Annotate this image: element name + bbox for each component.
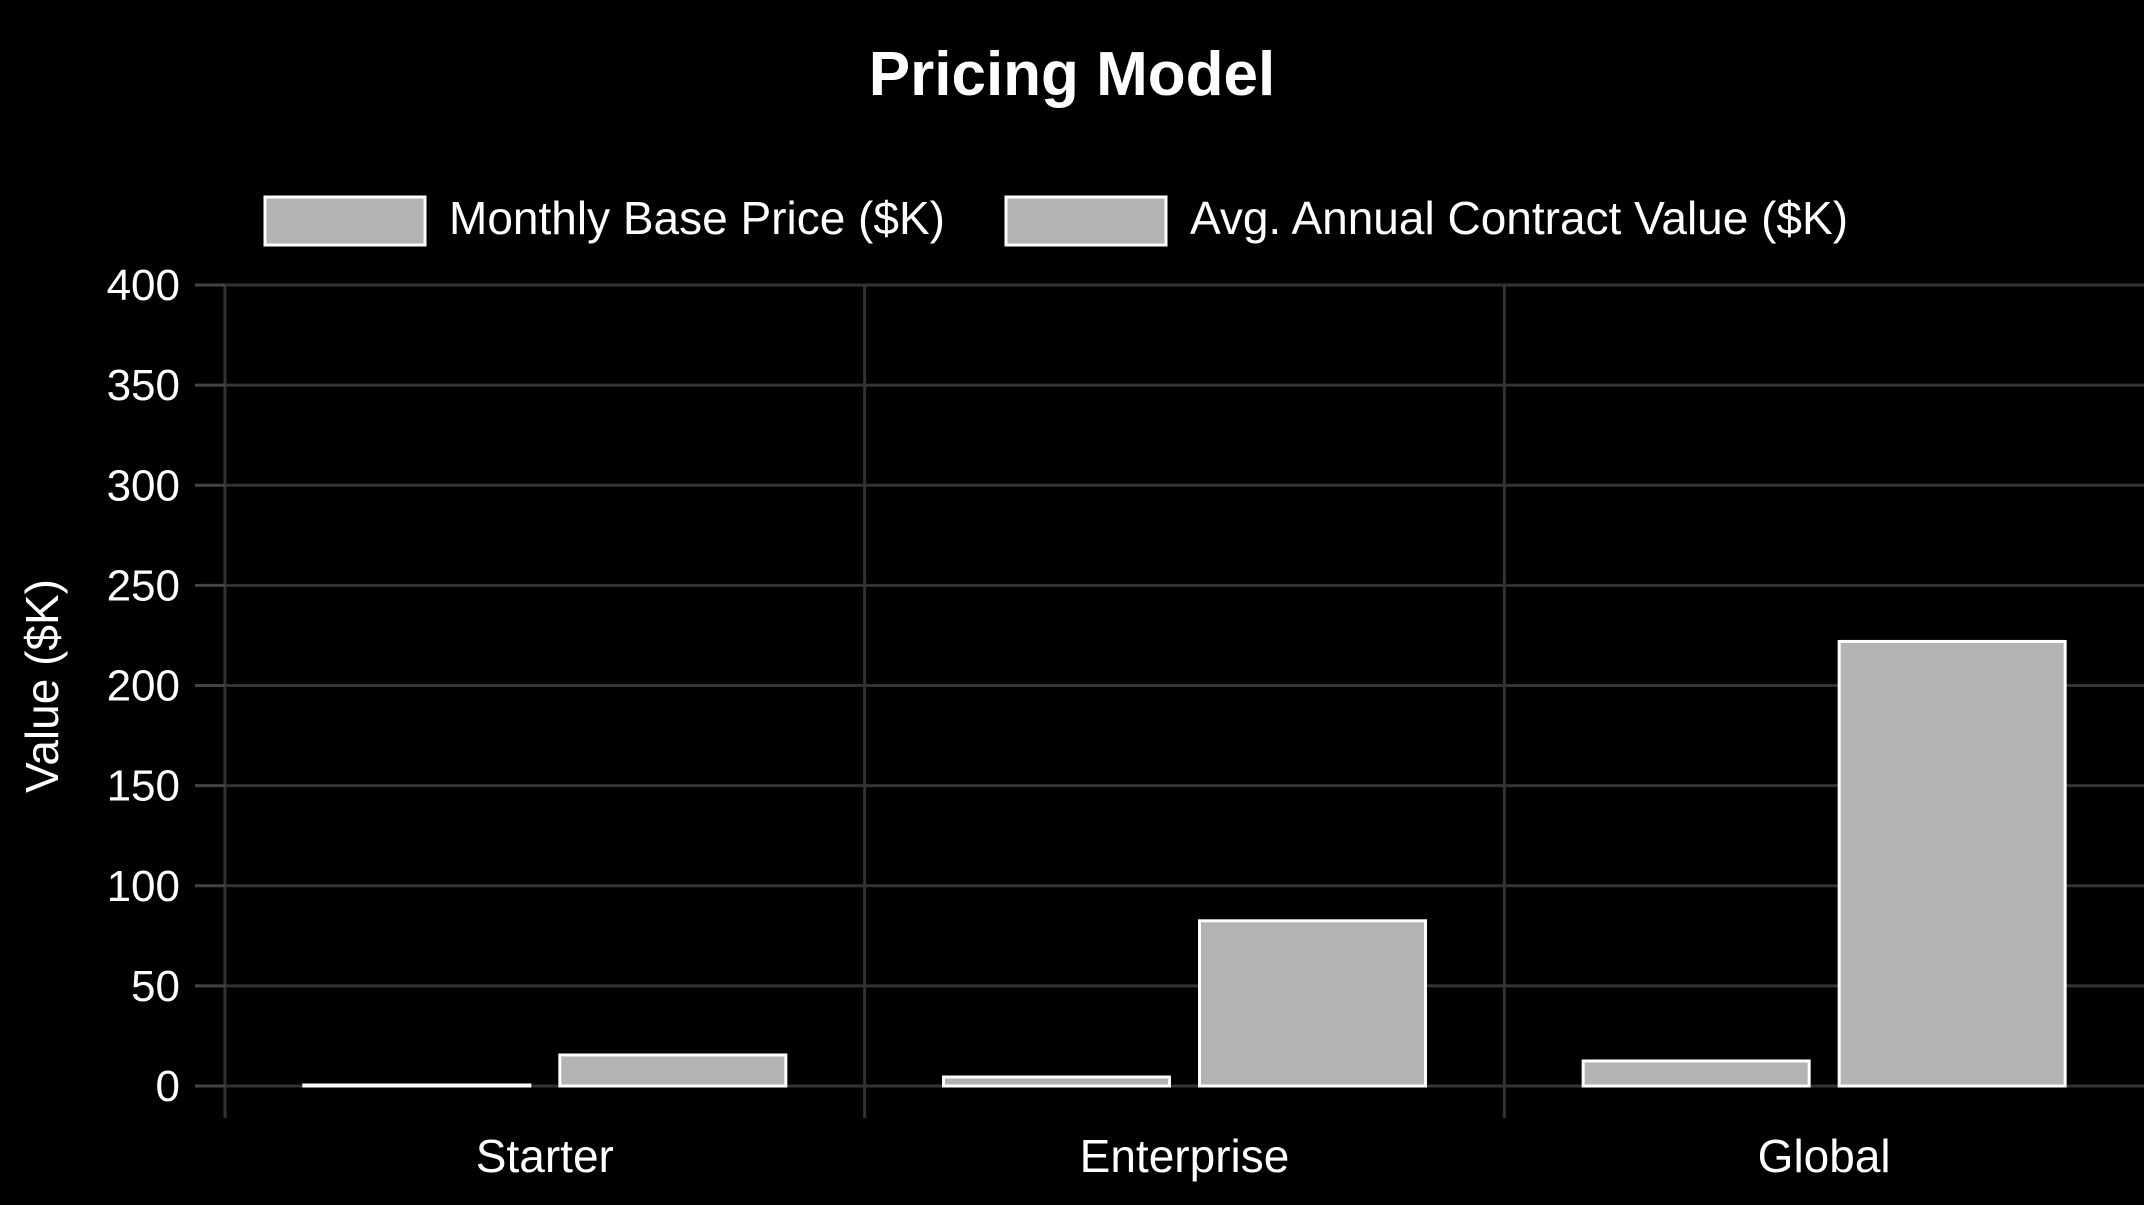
x-tick-label: Enterprise <box>1080 1130 1290 1182</box>
legend-label: Avg. Annual Contract Value ($K) <box>1190 192 1848 244</box>
legend-swatch <box>263 195 427 247</box>
y-tick-label: 350 <box>107 361 180 410</box>
bar-global-series-2 <box>1837 639 2067 1088</box>
y-tick-label: 100 <box>107 862 180 911</box>
bars <box>302 639 2067 1088</box>
bar-global-series-1 <box>1581 1059 1811 1088</box>
y-tick-label: 200 <box>107 662 180 711</box>
chart-title: Pricing Model <box>869 40 1275 109</box>
legend: Monthly Base Price ($K) Avg. Annual Contr… <box>263 192 1848 247</box>
grid-lines <box>223 283 2144 1118</box>
y-axis-title: Value ($K) <box>16 579 68 793</box>
y-tick-label: 250 <box>107 561 180 610</box>
x-axis: Starter Enterprise Global <box>476 1130 1891 1182</box>
y-axis: 0 50 100 150 200 250 300 350 400 <box>107 261 225 1111</box>
y-tick-label: 300 <box>107 461 180 510</box>
y-tick-label: 150 <box>107 762 180 811</box>
y-tick-label: 50 <box>131 962 180 1011</box>
legend-swatch <box>1004 195 1168 247</box>
legend-label: Monthly Base Price ($K) <box>449 192 945 244</box>
bar-enterprise-series-2 <box>1198 919 1427 1088</box>
y-tick-label: 400 <box>107 261 180 310</box>
x-tick-label: Starter <box>476 1130 614 1182</box>
bar-enterprise-series-1 <box>942 1075 1171 1088</box>
x-tick-label: Global <box>1758 1130 1891 1182</box>
bar-starter-series-1 <box>302 1083 532 1088</box>
bar-starter-series-2 <box>558 1053 788 1088</box>
y-tick-label: 0 <box>156 1062 180 1111</box>
